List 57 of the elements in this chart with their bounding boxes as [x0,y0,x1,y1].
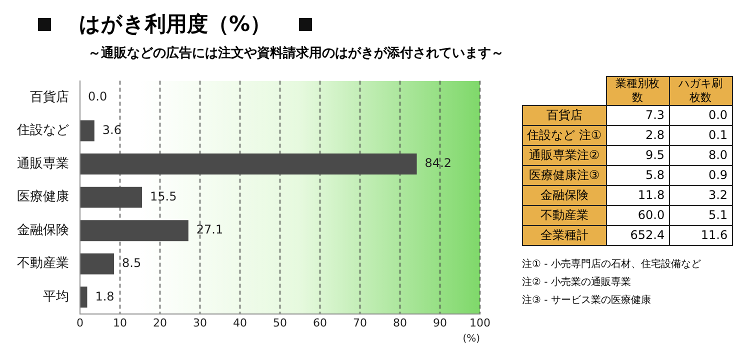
data-label: 0.1 [669,126,732,146]
y-tick-label: 不動産業 [522,206,606,226]
x-tick-label: 10 [113,316,127,330]
data-label: 2.8 [606,126,670,146]
y-tick-label: 百貨店 [30,88,69,105]
y-tick-label: 通販専業 [17,156,69,172]
y-tick-label: 全業種計 [522,226,606,246]
data-label: 11.8 [606,186,670,206]
x-tick-label: 20 [153,316,167,330]
y-tick-label: 平均 [43,290,69,305]
text: 注① - 小売専門店の石材、住宅設備など [522,258,702,272]
y-tick-label: 百貨店 [522,106,606,126]
chart-subtitle: ～通販などの広告には注文や資料請求用のはがきが添付されています～ [88,44,504,62]
y-tick-label: 医療健康 [17,190,69,205]
data-label: 7.3 [606,106,670,126]
x-tick-label: 80 [393,316,407,330]
x-tick-label: 60 [313,316,327,330]
x-tick-label: 100 [470,316,490,330]
y-tick-label: 金融保険 [522,186,606,206]
text: 注③ - サービス業の医療健康 [522,294,652,308]
x-tick-label: 40 [233,316,247,330]
data-label: 5.8 [606,166,670,186]
y-tick-label: 不動産業 [17,255,69,272]
data-label: 652.4 [606,226,670,246]
x-tick-label: 0 [76,316,84,330]
bar [80,120,94,142]
data-label: 27.1 [196,222,224,237]
data-label: 0.9 [669,166,732,186]
data-label: 11.6 [669,226,732,246]
data-label: 5.1 [669,206,732,226]
data-label: 84.2 [424,156,452,170]
x-axis-title: (%) [462,334,480,345]
chart-title: はがき利用度（%） [79,11,272,38]
x-tick-label: ハガキ刷枚数 [669,76,732,106]
y-tick-label: 医療健康注③ [522,166,606,186]
bar [80,253,114,274]
data-label: 9.5 [606,146,670,166]
data-label: 60.0 [606,206,670,226]
data-label: 0.0 [669,106,732,126]
data-label: 8.5 [122,256,142,270]
y-tick-label: 通販専業注② [522,146,606,166]
data-label: 1.8 [95,289,114,304]
y-tick-label: 住設など [16,123,69,138]
text: 注② - 小売業の通販専業 [522,276,632,290]
x-tick-label: 30 [193,316,207,330]
y-tick-label: 金融保険 [17,222,69,238]
data-label: 15.5 [150,189,177,204]
x-tick-label: 90 [433,316,447,330]
x-tick-label: 70 [353,316,367,330]
data-label: 3.6 [102,122,122,137]
x-tick-label: 50 [273,316,287,330]
bar [80,286,88,308]
data-label: 8.0 [669,146,732,166]
y-tick-label: 住設など 注① [522,126,606,146]
data-label: 0.0 [88,90,108,104]
x-tick-label: 業種別枚数 [606,76,670,106]
data-label: 3.2 [669,186,732,206]
